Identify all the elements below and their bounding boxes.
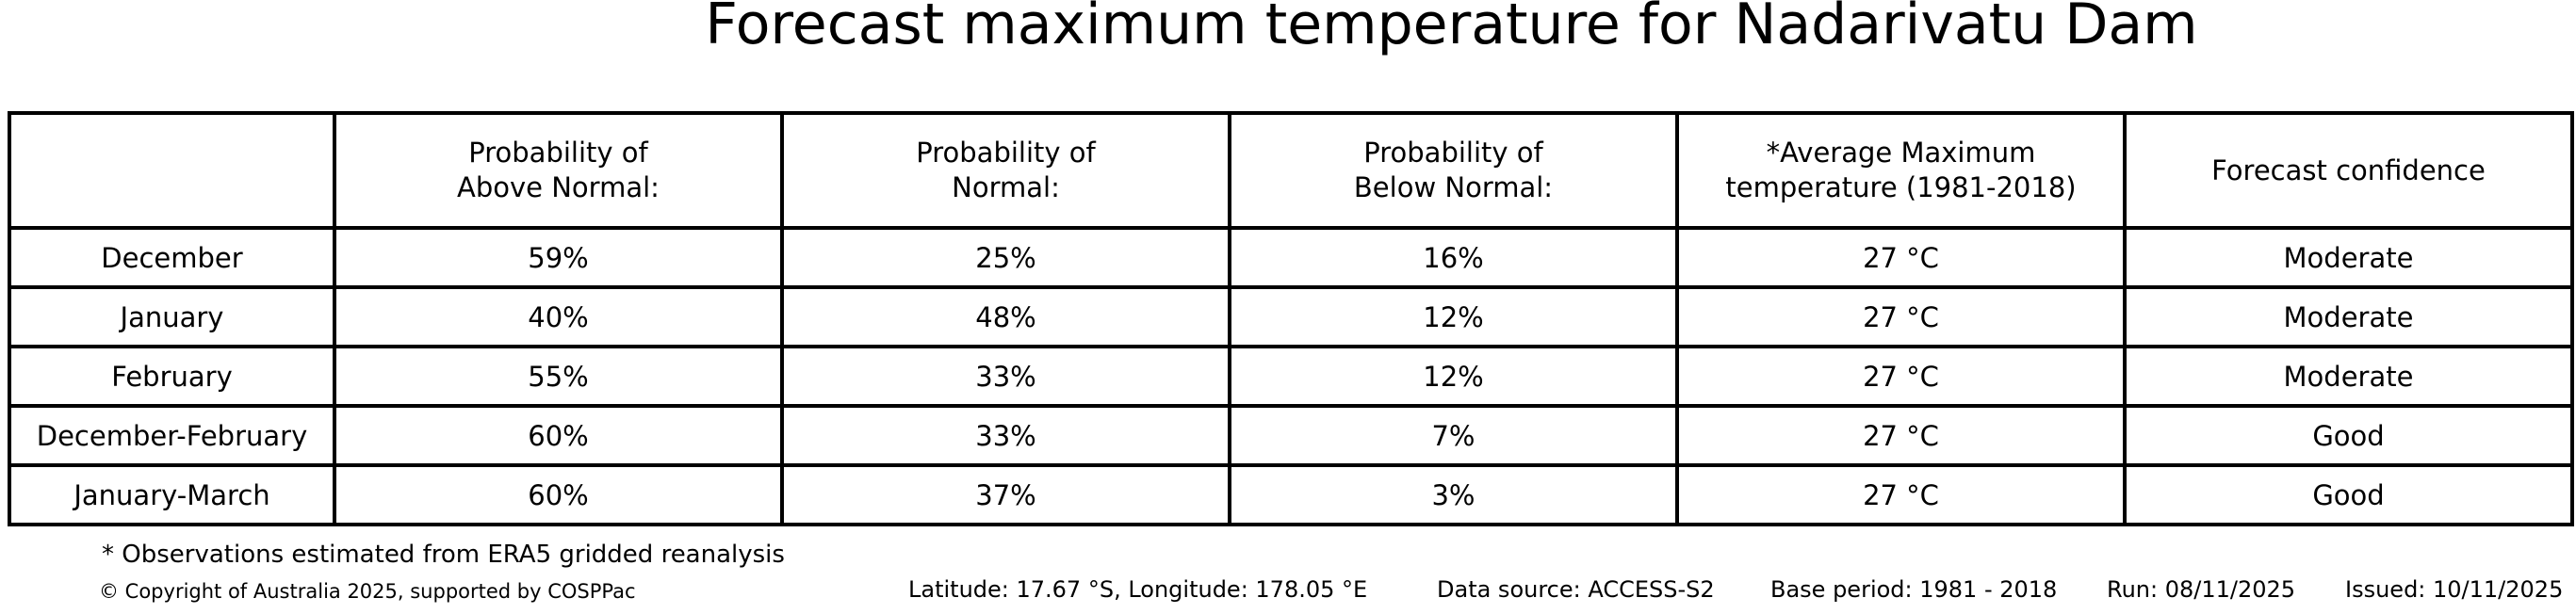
column-header-line: Probability of — [916, 137, 1096, 169]
table-cell: 3% — [1228, 463, 1679, 526]
column-header-average-max-temp: *Average Maximum temperature (1981-2018) — [1675, 111, 2127, 230]
column-header-forecast-confidence: Forecast confidence — [2123, 111, 2574, 230]
table-cell: 60% — [333, 463, 784, 526]
column-header-line: Above Normal: — [457, 171, 660, 203]
table-cell: 27 °C — [1675, 285, 2127, 348]
table-row-january-march: January-March 60% 37% 3% 27 °C Good — [8, 463, 2574, 526]
row-label: January-March — [8, 463, 336, 526]
table-cell: Moderate — [2123, 285, 2574, 348]
table-cell: 16% — [1228, 226, 1679, 289]
table-cell: 27 °C — [1675, 404, 2127, 467]
column-header-below-normal: Probability of Below Normal: — [1228, 111, 1679, 230]
table-cell: 60% — [333, 404, 784, 467]
table-cell: 12% — [1228, 345, 1679, 408]
table-cell: 27 °C — [1675, 345, 2127, 408]
table-cell: Good — [2123, 463, 2574, 526]
column-header-above-normal: Probability of Above Normal: — [333, 111, 784, 230]
footnote-text: * Observations estimated from ERA5 gridd… — [102, 541, 785, 569]
table-row-february: February 55% 33% 12% 27 °C Moderate — [8, 345, 2574, 408]
corner-spacer — [8, 111, 336, 230]
table-cell: 55% — [333, 345, 784, 408]
location-text: Latitude: 17.67 °S, Longitude: 178.05 °E — [908, 576, 1368, 603]
page-title: Forecast maximum temperature for Nadariv… — [705, 0, 2198, 57]
column-header-line: Forecast confidence — [2211, 154, 2486, 186]
row-label: December — [8, 226, 336, 289]
column-header-line: *Average Maximum — [1766, 137, 2036, 169]
table-row-january: January 40% 48% 12% 27 °C Moderate — [8, 285, 2574, 348]
table-cell: Moderate — [2123, 226, 2574, 289]
table-cell: 27 °C — [1675, 226, 2127, 289]
table-cell: 33% — [780, 404, 1231, 467]
table-cell: 40% — [333, 285, 784, 348]
row-label: December-February — [8, 404, 336, 467]
data-source-text: Data source: ACCESS-S2 — [1437, 576, 1715, 603]
forecast-table: Probability of Above Normal: Probability… — [8, 111, 2574, 526]
column-header-line: temperature (1981-2018) — [1725, 171, 2077, 203]
column-header-line: Below Normal: — [1353, 171, 1554, 203]
table-cell: Good — [2123, 404, 2574, 467]
table-cell: 25% — [780, 226, 1231, 289]
table-header-row: Probability of Above Normal: Probability… — [8, 111, 2574, 230]
table-cell: 27 °C — [1675, 463, 2127, 526]
table-cell: 48% — [780, 285, 1231, 348]
run-date-text: Run: 08/11/2025 — [2107, 576, 2296, 603]
column-header-line: Probability of — [468, 137, 648, 169]
table-cell: Moderate — [2123, 345, 2574, 408]
table-cell: 59% — [333, 226, 784, 289]
copyright-text: © Copyright of Australia 2025, supported… — [99, 580, 636, 603]
row-label: January — [8, 285, 336, 348]
table-cell: 37% — [780, 463, 1231, 526]
table-cell: 7% — [1228, 404, 1679, 467]
row-label: February — [8, 345, 336, 408]
column-header-line: Probability of — [1363, 137, 1543, 169]
base-period-text: Base period: 1981 - 2018 — [1770, 576, 2058, 603]
table-row-december: December 59% 25% 16% 27 °C Moderate — [8, 226, 2574, 289]
column-header-normal: Probability of Normal: — [780, 111, 1231, 230]
table-row-december-february: December-February 60% 33% 7% 27 °C Good — [8, 404, 2574, 467]
table-cell: 33% — [780, 345, 1231, 408]
column-header-line: Normal: — [952, 171, 1060, 203]
table-cell: 12% — [1228, 285, 1679, 348]
issued-date-text: Issued: 10/11/2025 — [2345, 576, 2564, 603]
